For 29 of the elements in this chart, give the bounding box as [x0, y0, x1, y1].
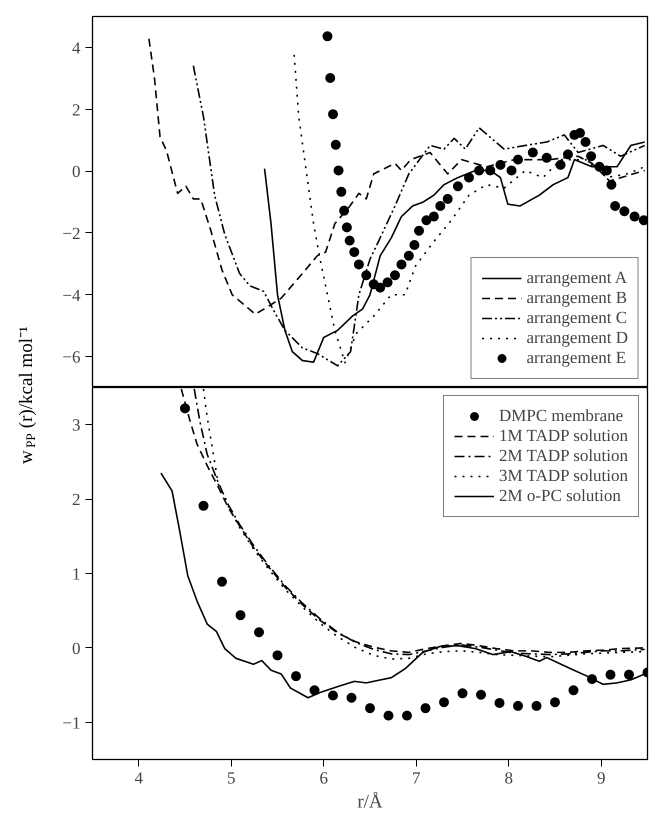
x-tick-label: 8: [504, 768, 513, 788]
legend-label: arrangement E: [526, 348, 626, 368]
y-tick-label: 0: [72, 638, 80, 658]
legend-label: 2M TADP solution: [499, 446, 628, 466]
y-axis-title: wPP(r)/kcal mol⁻¹: [16, 326, 38, 464]
y-tick-label: 4: [72, 38, 81, 58]
y-tick-label: 2: [72, 100, 80, 120]
y-tick-label: 2: [72, 490, 80, 510]
y-tick-label: −6: [62, 348, 81, 367]
x-tick-label: 6: [320, 768, 328, 788]
legend-label: arrangement B: [526, 288, 628, 308]
y-tick-label: 1: [72, 564, 80, 584]
legend-label: arrangement C: [526, 308, 628, 328]
x-tick-label: 7: [412, 768, 421, 788]
y-tick-label: −1: [62, 713, 81, 732]
legend-label: DMPC membrane: [499, 406, 624, 426]
legend-label: 3M TADP solution: [499, 466, 628, 486]
x-tick-label: 9: [597, 768, 606, 788]
y-tick-label: −4: [62, 286, 81, 305]
y-tick-label: 3: [72, 416, 80, 435]
legend-label: 2M o-PC solution: [499, 486, 621, 506]
legend-label: arrangement A: [526, 268, 628, 288]
x-tick-label: 5: [227, 768, 236, 788]
x-axis-title: r/Å: [357, 792, 383, 812]
legend-label: 1M TADP solution: [499, 426, 628, 446]
legend-label: arrangement D: [526, 328, 628, 348]
y-tick-label: 0: [72, 162, 80, 182]
y-tick-label: −2: [62, 224, 81, 243]
x-tick-label: 4: [134, 768, 144, 788]
